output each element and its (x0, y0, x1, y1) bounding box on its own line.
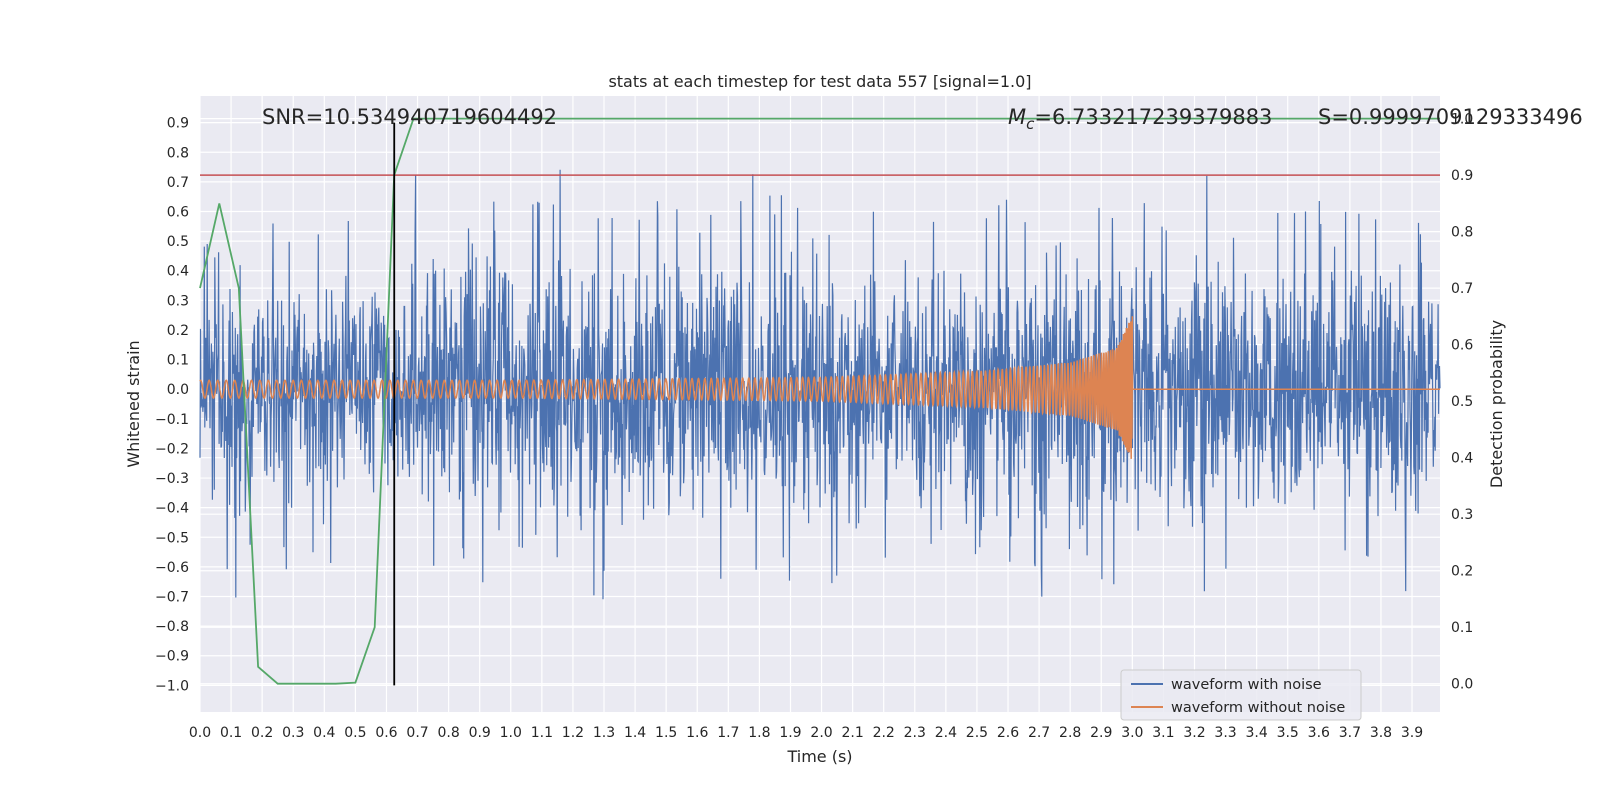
y-left-tick-label: −0.3 (155, 471, 189, 487)
x-tick-label: 2.4 (935, 725, 957, 741)
x-tick-label: 2.3 (904, 725, 926, 741)
y-left-tick-label: 0.3 (167, 293, 189, 309)
chirp-mass-value: =6.733217239379883 (1034, 105, 1272, 129)
y-left-tick-label: 0.2 (167, 323, 189, 339)
score-annotation: S=0.9999709129333496 (1318, 105, 1583, 129)
x-tick-label: 1.7 (717, 725, 739, 741)
y-right-tick-label: 1.0 (1451, 112, 1473, 128)
y-right-tick-label: 0.0 (1451, 677, 1473, 693)
y-left-tick-label: −0.1 (155, 412, 189, 428)
y-left-tick-label: 0.9 (167, 116, 189, 132)
x-tick-label: 0.4 (313, 725, 335, 741)
y-right-tick-label: 0.2 (1451, 564, 1473, 580)
left-y-axis-label: Whitened strain (124, 340, 143, 467)
y-left-tick-label: −0.9 (155, 649, 189, 665)
x-axis-label: Time (s) (786, 747, 852, 766)
y-right-tick-label: 0.7 (1451, 281, 1473, 297)
y-left-tick-label: −1.0 (155, 678, 189, 694)
y-right-tick-label: 0.8 (1451, 225, 1473, 241)
legend-label-waveform-without-noise: waveform without noise (1171, 700, 1345, 716)
x-tick-label: 1.6 (686, 725, 708, 741)
x-tick-label: 0.9 (469, 725, 491, 741)
x-tick-label: 3.2 (1183, 725, 1205, 741)
y-left-tick-label: 0.5 (167, 234, 189, 250)
x-tick-label: 2.5 (966, 725, 988, 741)
y-left-tick-label: 0.1 (167, 353, 189, 369)
x-tick-label: 3.7 (1339, 725, 1361, 741)
tick-labels: 0.0 0.1 0.2 0.3 0.4 0.5 0.6 0.7 0.8 0.9 1.0 1.1 1.2 1… (155, 112, 1473, 741)
x-tick-label: 1.8 (748, 725, 770, 741)
x-tick-label: 2.7 (1028, 725, 1050, 741)
x-tick-label: 2.9 (1090, 725, 1112, 741)
chirp-mass-annotation: Mc=6.733217239379883 (1008, 105, 1272, 133)
chart-title: stats at each timestep for test data 557… (608, 72, 1031, 91)
x-tick-label: 0.7 (406, 725, 428, 741)
grid-lines (199, 96, 1440, 712)
x-tick-label: 2.6 (997, 725, 1019, 741)
x-tick-label: 3.1 (1152, 725, 1174, 741)
x-tick-label: 0.1 (220, 725, 242, 741)
x-tick-label: 0.0 (189, 725, 211, 741)
y-right-tick-label: 0.4 (1451, 451, 1473, 467)
x-tick-label: 1.9 (779, 725, 801, 741)
x-tick-label: 3.5 (1277, 725, 1299, 741)
x-tick-label: 0.3 (282, 725, 304, 741)
x-tick-label: 0.2 (251, 725, 273, 741)
x-tick-label: 3.0 (1121, 725, 1143, 741)
series-detection-probability (199, 117, 1440, 685)
x-tick-label: 1.4 (624, 725, 646, 741)
y-left-tick-label: 0.0 (167, 382, 189, 398)
x-tick-label: 3.4 (1246, 725, 1268, 741)
legend-box (1120, 669, 1362, 721)
x-tick-label: 1.1 (531, 725, 553, 741)
y-left-tick-label: −0.7 (155, 590, 189, 606)
y-left-tick-label: −0.2 (155, 441, 189, 457)
series-waveform-without-noise (199, 316, 1440, 459)
y-right-tick-label: 0.9 (1451, 168, 1473, 184)
y-left-tick-label: 0.7 (167, 175, 189, 191)
x-tick-label: 3.6 (1308, 725, 1330, 741)
x-tick-label: 2.0 (810, 725, 832, 741)
snr-annotation: SNR=10.534940719604492 (262, 105, 557, 129)
x-tick-label: 2.1 (841, 725, 863, 741)
x-tick-label: 2.8 (1059, 725, 1081, 741)
x-tick-label: 0.5 (344, 725, 366, 741)
y-right-tick-label: 0.3 (1451, 507, 1473, 523)
y-right-tick-label: 0.6 (1451, 338, 1473, 354)
y-left-tick-label: −0.4 (155, 501, 189, 517)
data-series (199, 117, 1441, 686)
x-tick-label: 3.9 (1401, 725, 1423, 741)
y-left-tick-label: 0.4 (167, 264, 189, 280)
x-tick-label: 3.8 (1370, 725, 1392, 741)
y-left-tick-label: −0.8 (155, 619, 189, 635)
x-tick-label: 0.8 (437, 725, 459, 741)
x-tick-label: 1.0 (500, 725, 522, 741)
x-tick-label: 1.3 (593, 725, 615, 741)
chirp-mass-subscript: c (1026, 115, 1035, 133)
y-left-tick-label: 0.6 (167, 205, 189, 221)
legend-label-waveform-with-noise: waveform with noise (1171, 677, 1322, 693)
x-tick-label: 1.2 (562, 725, 584, 741)
y-right-tick-label: 0.1 (1451, 620, 1473, 636)
right-y-axis-label: Detection probability (1487, 320, 1506, 488)
y-left-tick-label: 0.8 (167, 145, 189, 161)
y-right-tick-label: 0.5 (1451, 394, 1473, 410)
chirp-mass-symbol: M (1008, 105, 1026, 129)
x-tick-label: 0.6 (375, 725, 397, 741)
x-tick-label: 1.5 (655, 725, 677, 741)
x-tick-label: 2.2 (873, 725, 895, 741)
y-left-tick-label: −0.5 (155, 530, 189, 546)
legend: waveform with noise waveform without noi… (1120, 669, 1362, 721)
x-tick-label: 3.3 (1214, 725, 1236, 741)
y-left-tick-label: −0.6 (155, 560, 189, 576)
